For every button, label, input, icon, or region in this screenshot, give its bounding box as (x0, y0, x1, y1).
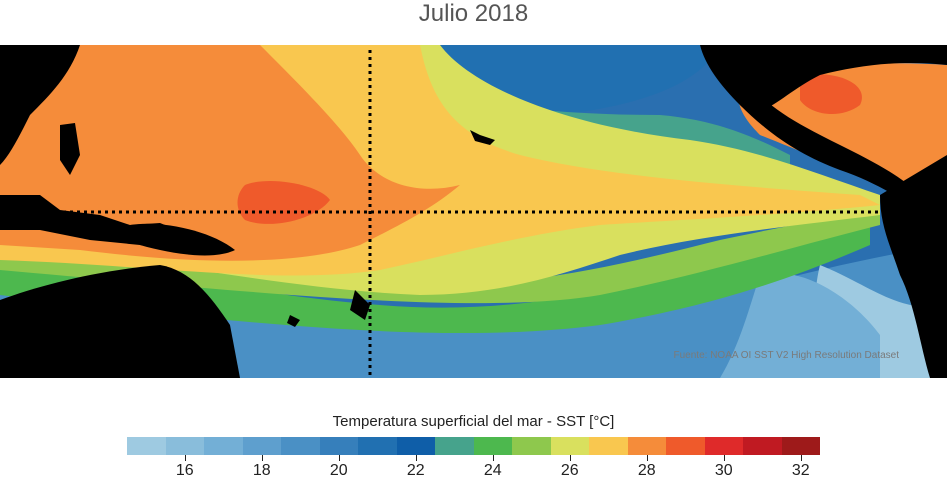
land-central-america (740, 95, 920, 205)
colorbar-swatch (704, 437, 743, 455)
sst-map (0, 45, 947, 378)
colorbar-tick-mark (261, 455, 263, 461)
colorbar-swatch (281, 437, 320, 455)
tick-label-28: 28 (637, 462, 656, 479)
tick-label-22: 22 (406, 462, 425, 479)
tick-label-18: 18 (252, 462, 271, 479)
land-new-guinea (130, 223, 235, 256)
colorbar-swatch (512, 437, 551, 455)
colorbar-swatch (127, 437, 166, 455)
colorbar (127, 437, 820, 455)
land-south-america (880, 155, 947, 378)
colorbar-ticks: 16 18 20 22 24 26 28 30 32 (127, 455, 820, 480)
caribbean-hot (800, 74, 862, 115)
tick-label-26: 26 (560, 462, 579, 479)
colorbar-swatch (204, 437, 243, 455)
south-cool-band (0, 245, 947, 378)
land-australia (0, 265, 240, 378)
tick-label-24: 24 (483, 462, 502, 479)
land-hawaii (470, 130, 495, 145)
colorbar-tick-mark (184, 455, 186, 461)
colorbar-swatch (550, 437, 589, 455)
colorbar-swatch (589, 437, 628, 455)
warm-orange (0, 45, 460, 261)
colorbar-tick-mark (800, 455, 802, 461)
data-source-credit: Fuente: NOAA OI SST V2 High Resolution D… (673, 350, 899, 361)
land-north-america (700, 45, 947, 112)
colorbar-swatch (781, 437, 820, 455)
colorbar-swatch (666, 437, 705, 455)
colorbar-tick-mark (723, 455, 725, 461)
colorbar-swatch (396, 437, 435, 455)
tick-label-30: 30 (714, 462, 733, 479)
land-philippines (60, 123, 80, 175)
colorbar-tick-mark (569, 455, 571, 461)
colorbar-swatch (435, 437, 474, 455)
south-light (720, 273, 880, 378)
land-asia (0, 45, 80, 165)
tick-label-16: 16 (175, 462, 194, 479)
colorbar-tick-mark (338, 455, 340, 461)
yellowgreen-band (0, 205, 880, 304)
colorbar-swatch (242, 437, 281, 455)
colorbar-swatch (165, 437, 204, 455)
colorbar-tick-mark (492, 455, 494, 461)
colorbar-swatch (473, 437, 512, 455)
south-green (0, 220, 870, 334)
land-pacific-islands (287, 315, 300, 327)
colorbar-swatch (358, 437, 397, 455)
caribbean-warm (738, 63, 947, 196)
colorbar-swatch (627, 437, 666, 455)
land-new-zealand (350, 290, 370, 320)
colorbar-title: Temperatura superficial del mar - SST [°… (332, 413, 615, 430)
colorbar-swatch (319, 437, 358, 455)
colorbar-tick-mark (646, 455, 648, 461)
tick-label-20: 20 (329, 462, 348, 479)
colorbar-swatch (743, 437, 782, 455)
map-title: Julio 2018 (418, 0, 529, 27)
colorbar-tick-mark (415, 455, 417, 461)
tick-label-32: 32 (791, 462, 810, 479)
